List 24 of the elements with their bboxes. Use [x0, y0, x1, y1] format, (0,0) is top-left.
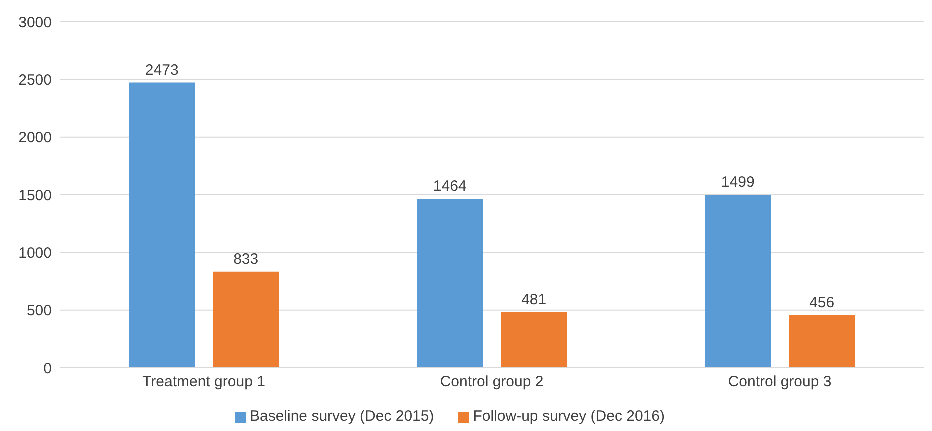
data-label: 2473: [145, 62, 179, 79]
bar: [129, 82, 196, 368]
y-tick-label: 1000: [18, 244, 52, 262]
x-tick-label: Control group 2: [440, 374, 544, 391]
y-tick-label: 0: [44, 360, 52, 378]
bar: [213, 272, 280, 368]
legend-label: Follow-up survey (Dec 2016): [473, 408, 665, 425]
y-tick-label: 2500: [18, 72, 52, 89]
y-tick-label: 3000: [18, 14, 52, 32]
data-label: 1464: [433, 178, 467, 196]
bar: [501, 312, 568, 368]
x-tick-label: Control group 3: [728, 374, 832, 391]
bar: [705, 195, 772, 368]
data-label: 456: [810, 294, 835, 312]
y-tick-label: 2000: [18, 130, 52, 147]
legend-label: Baseline survey (Dec 2015): [250, 408, 434, 425]
data-label: 481: [522, 292, 547, 309]
x-tick-label: Treatment group 1: [142, 374, 266, 391]
bar: [417, 199, 484, 368]
y-tick-label: 500: [26, 302, 52, 320]
bar: [789, 315, 856, 368]
data-label: 1499: [721, 174, 755, 192]
y-tick-label: 1500: [18, 187, 52, 204]
data-label: 833: [234, 250, 259, 268]
